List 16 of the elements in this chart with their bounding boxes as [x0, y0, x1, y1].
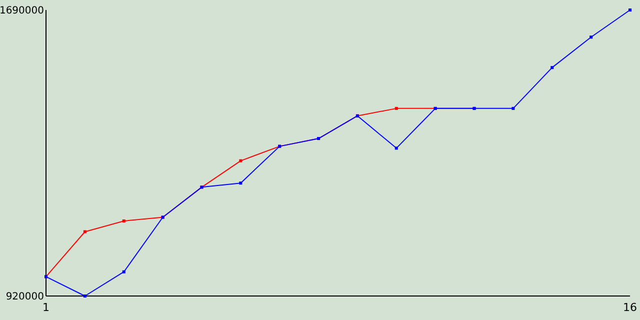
- point: [550, 66, 554, 70]
- point: [122, 270, 126, 274]
- point: [122, 219, 126, 222]
- point: [394, 146, 398, 150]
- point: [239, 182, 242, 185]
- point: [394, 106, 398, 110]
- point: [239, 159, 242, 162]
- x-tick-label: 1: [42, 301, 50, 314]
- point: [83, 294, 86, 298]
- point: [512, 106, 515, 110]
- y-tick-label: 920000: [6, 292, 44, 302]
- line-series: [44, 8, 632, 298]
- point: [590, 36, 593, 39]
- point: [83, 230, 86, 234]
- x-tick-label: 16: [623, 301, 637, 314]
- y-tick-label: 1690000: [0, 6, 44, 16]
